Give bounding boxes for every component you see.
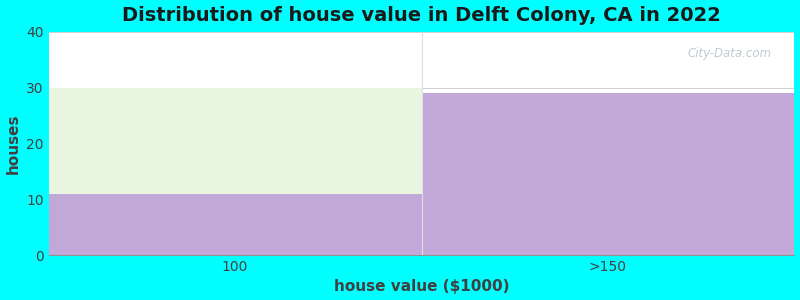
Bar (49, 194, 422, 255)
X-axis label: house value ($1000): house value ($1000) (334, 279, 510, 294)
Title: Distribution of house value in Delft Colony, CA in 2022: Distribution of house value in Delft Col… (122, 6, 721, 25)
Bar (422, 93, 794, 255)
Bar (49, 88, 422, 194)
Text: City-Data.com: City-Data.com (688, 47, 772, 60)
Y-axis label: houses: houses (6, 113, 21, 174)
